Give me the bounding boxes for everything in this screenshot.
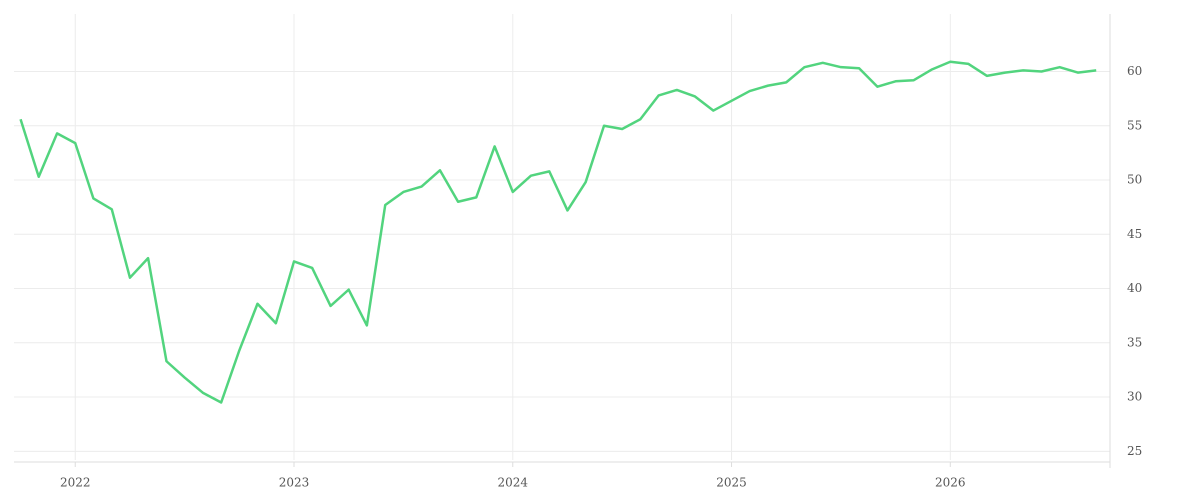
y-tick-label: 45 <box>1127 227 1142 241</box>
x-tick-label: 2026 <box>935 476 966 490</box>
x-tick-label: 2024 <box>498 476 529 490</box>
line-series <box>19 60 1097 404</box>
y-tick-label: 35 <box>1127 335 1142 349</box>
x-tick-label: 2025 <box>716 476 747 490</box>
y-tick-label: 60 <box>1127 64 1142 78</box>
y-tick-label: 50 <box>1127 173 1142 187</box>
y-tick-label: 25 <box>1127 444 1142 458</box>
y-tick-label: 30 <box>1127 390 1142 404</box>
y-tick-label: 55 <box>1127 118 1142 132</box>
y-tick-label: 40 <box>1127 281 1142 295</box>
x-tick-label: 2022 <box>60 476 91 490</box>
x-tick-label: 2023 <box>279 476 310 490</box>
